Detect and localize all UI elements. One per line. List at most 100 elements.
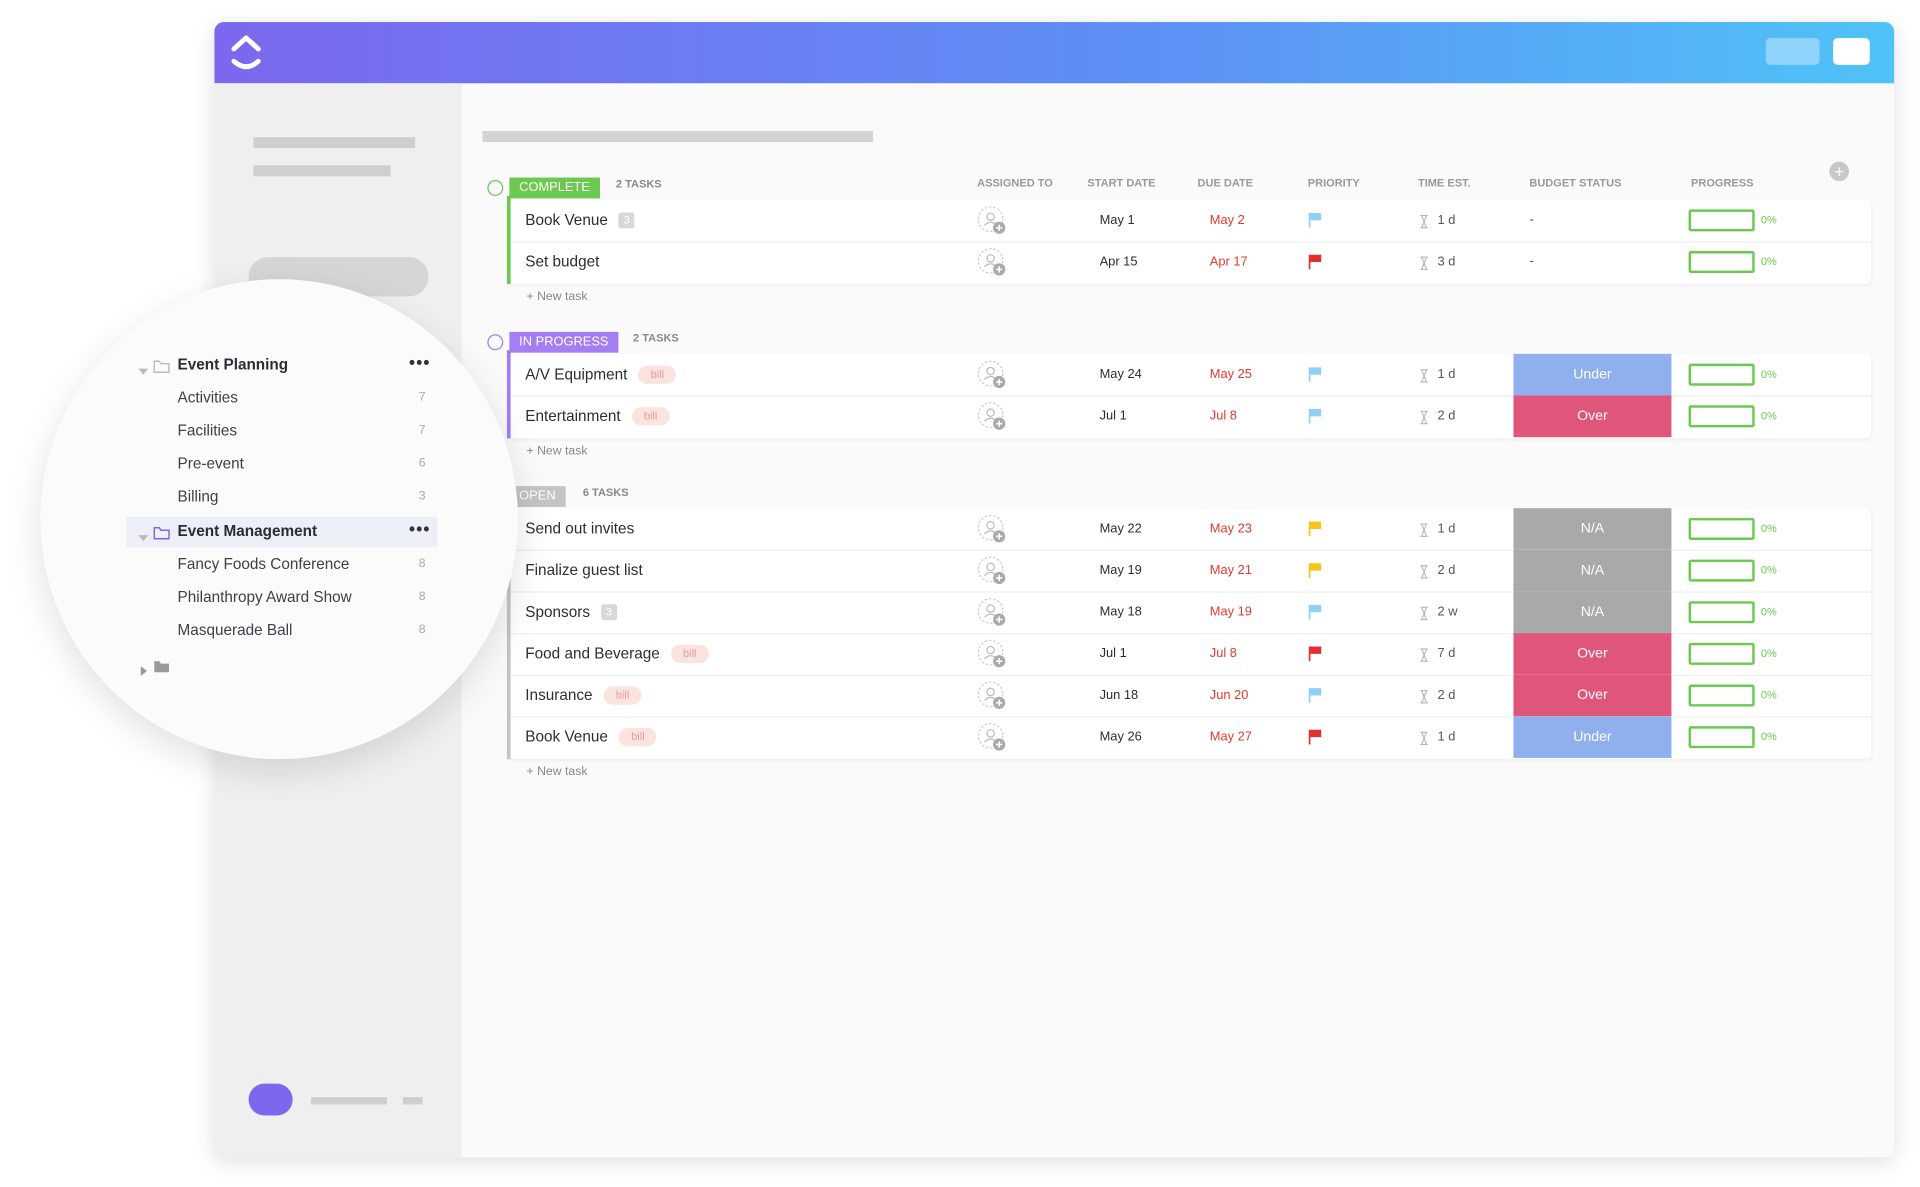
- hourglass-icon: [1419, 367, 1429, 383]
- assignee-icon: [977, 402, 1008, 433]
- hourglass-icon: [1419, 563, 1429, 579]
- time-estimate: 2 d: [1437, 687, 1456, 703]
- task-name[interactable]: Insurance: [525, 686, 593, 704]
- status-tag: OPEN: [509, 486, 566, 507]
- task-name[interactable]: Set budget: [525, 253, 600, 271]
- progress-value: 0%: [1760, 213, 1777, 226]
- assignee-icon: [977, 360, 1008, 391]
- assignee-icon: [977, 514, 1008, 545]
- start-date: Apr 15: [1099, 254, 1138, 270]
- hourglass-icon: [1419, 605, 1429, 621]
- time-estimate: 2 d: [1437, 562, 1456, 578]
- collapse-toggle[interactable]: [487, 180, 504, 196]
- list-name[interactable]: Masquerade Ball: [177, 621, 293, 639]
- hourglass-icon: [1419, 255, 1429, 271]
- more-options[interactable]: •••: [408, 352, 431, 373]
- header-button[interactable]: [1833, 37, 1870, 65]
- task-count: 6 TASKS: [582, 486, 629, 499]
- collapse-toggle[interactable]: [487, 334, 504, 351]
- row-divider: [510, 241, 1872, 243]
- list-name[interactable]: Philanthropy Award Show: [177, 588, 352, 606]
- hourglass-icon: [1419, 213, 1429, 229]
- column-header[interactable]: PROGRESS: [1691, 176, 1754, 190]
- priority-flag: [1308, 253, 1323, 270]
- time-estimate: 3 d: [1437, 254, 1456, 270]
- progress-bar: [1688, 642, 1755, 665]
- due-date: May 2: [1209, 212, 1245, 228]
- task-tag: bill: [603, 686, 642, 705]
- column-header[interactable]: PRIORITY: [1307, 176, 1360, 190]
- list-name[interactable]: Fancy Foods Conference: [177, 555, 350, 573]
- task-name[interactable]: Finalize guest list: [525, 561, 643, 579]
- group-accent: [506, 504, 511, 760]
- list-name[interactable]: Pre-event: [177, 455, 244, 473]
- list-count: 8: [418, 590, 426, 604]
- task-name[interactable]: Sponsors: [525, 603, 590, 621]
- list-count: 7: [418, 423, 426, 438]
- status-tag: IN PROGRESS: [509, 331, 619, 353]
- column-header[interactable]: DUE DATE: [1197, 176, 1254, 190]
- due-date: Jun 20: [1209, 687, 1249, 703]
- folder-icon: [153, 524, 170, 540]
- row-divider: [510, 395, 1872, 397]
- budget-status: Over: [1513, 395, 1672, 438]
- progress-value: 0%: [1760, 688, 1777, 702]
- progress-bar: [1688, 559, 1755, 582]
- list-name[interactable]: Billing: [177, 488, 219, 506]
- time-estimate: 1 d: [1437, 367, 1456, 382]
- row-divider: [510, 633, 1872, 635]
- task-name[interactable]: Entertainment: [525, 407, 621, 425]
- due-date: May 19: [1209, 604, 1252, 620]
- time-estimate: 2 d: [1437, 408, 1456, 424]
- task-count: 2 TASKS: [615, 177, 662, 190]
- progress-bar: [1688, 684, 1755, 707]
- row-divider: [510, 674, 1872, 676]
- column-header[interactable]: BUDGET STATUS: [1529, 176, 1622, 190]
- row-divider: [510, 591, 1872, 593]
- group-accent: [506, 350, 511, 439]
- placeholder-bar: [253, 137, 416, 149]
- due-date: Jul 8: [1209, 408, 1237, 424]
- assignee-icon: [977, 722, 1008, 753]
- new-task-button[interactable]: + New task: [526, 290, 588, 304]
- column-header[interactable]: TIME EST.: [1417, 176, 1471, 190]
- folder-name[interactable]: Event Planning: [177, 356, 289, 374]
- start-date: May 26: [1099, 729, 1142, 745]
- task-name[interactable]: Food and Beverage: [525, 645, 660, 663]
- logo: [231, 35, 261, 70]
- status-tag: COMPLETE: [509, 177, 600, 199]
- new-task-button[interactable]: + New task: [526, 765, 588, 779]
- progress-value: 0%: [1760, 409, 1777, 422]
- task-name[interactable]: A/V Equipment: [525, 365, 628, 383]
- new-task-button[interactable]: + New task: [526, 444, 588, 458]
- column-header[interactable]: ASSIGNED TO: [977, 176, 1053, 190]
- list-count: 3: [418, 489, 426, 504]
- list-count: 8: [418, 557, 426, 571]
- add-column-button[interactable]: +: [1829, 161, 1849, 182]
- top-bar: [214, 22, 1895, 84]
- chat-button[interactable]: [248, 1083, 293, 1116]
- progress-bar: [1688, 405, 1755, 428]
- hourglass-icon: [1419, 522, 1429, 537]
- assignee-icon: [977, 598, 1008, 629]
- task-tag: bill: [638, 365, 677, 384]
- progress-bar: [1688, 726, 1755, 749]
- progress-bar: [1688, 601, 1755, 624]
- header-button[interactable]: [1765, 37, 1820, 65]
- task-name[interactable]: Book Venue: [525, 211, 608, 229]
- list-name[interactable]: Facilities: [177, 422, 238, 440]
- progress-bar: [1688, 363, 1755, 386]
- folder-name[interactable]: Event Management: [177, 522, 318, 540]
- time-estimate: 1 d: [1437, 729, 1456, 745]
- column-header[interactable]: START DATE: [1087, 176, 1156, 190]
- hourglass-icon: [1419, 688, 1429, 704]
- list-name[interactable]: Activities: [177, 389, 238, 407]
- task-name[interactable]: Book Venue: [525, 728, 608, 746]
- due-date: Apr 17: [1209, 254, 1248, 270]
- budget-status: N/A: [1513, 508, 1672, 550]
- more-options[interactable]: •••: [408, 519, 431, 539]
- due-date: May 27: [1209, 729, 1252, 745]
- task-name[interactable]: Send out invites: [525, 520, 635, 538]
- budget-status: -: [1529, 254, 1534, 269]
